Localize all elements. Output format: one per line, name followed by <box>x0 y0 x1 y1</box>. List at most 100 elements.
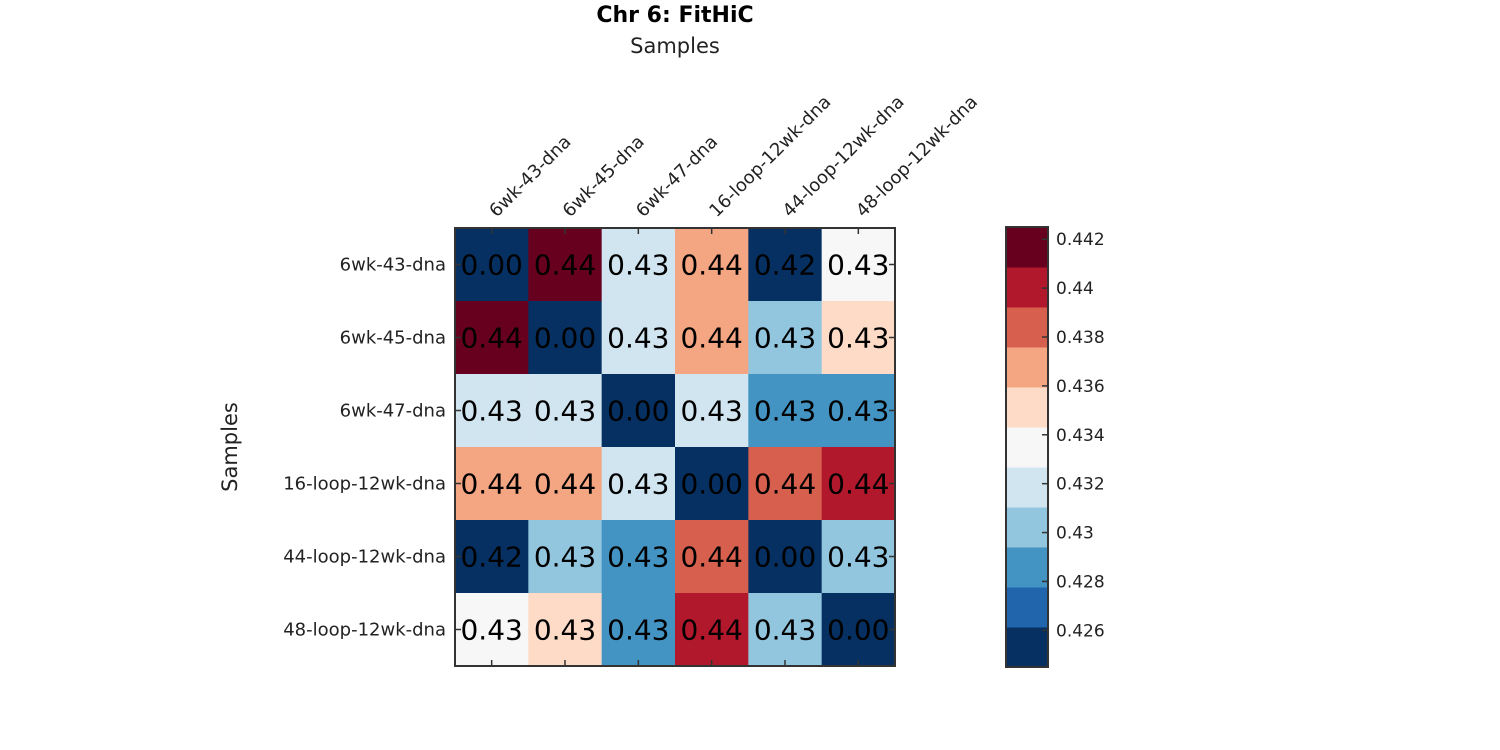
heatmap-cell <box>748 374 823 448</box>
cell-value-label: 0.44 <box>680 322 742 355</box>
heatmap-cell <box>675 520 749 594</box>
cell-value-label: 0.42 <box>460 541 522 574</box>
y-tick-label: 16-loop-12wk-dna <box>283 474 446 495</box>
colorbar-tick-label: 0.43 <box>1056 524 1094 544</box>
heatmap-cell <box>821 228 896 302</box>
colorbar-tick-label: 0.442 <box>1056 230 1105 250</box>
heatmap-cell <box>528 447 603 521</box>
cell-value-label: 0.00 <box>827 614 889 647</box>
heatmap-cell <box>528 228 603 302</box>
colorbar-segment <box>1006 427 1048 468</box>
colorbar-tick-label: 0.434 <box>1056 426 1105 446</box>
y-tick-label: 44-loop-12wk-dna <box>283 547 446 568</box>
cell-value-label: 0.44 <box>680 249 742 282</box>
colorbar-segment <box>1006 507 1048 548</box>
cell-value-label: 0.00 <box>754 541 816 574</box>
heatmap-cell <box>601 593 676 667</box>
chart-title: Chr 6: FitHiC <box>596 3 753 28</box>
x-tick-label: 44-loop-12wk-dna <box>779 92 909 222</box>
colorbar-tick-label: 0.432 <box>1056 475 1105 495</box>
x-axis-label: Samples <box>630 34 720 58</box>
colorbar: 0.426 0.428 0.43 0.432 0.434 0.436 0.438 0.44 0.… <box>1005 226 1105 668</box>
cell-value-label: 0.42 <box>754 249 816 282</box>
heatmap-cell <box>455 520 529 594</box>
heatmap-cell <box>601 374 676 448</box>
colorbar-segment <box>1006 627 1048 668</box>
heatmap-cell <box>528 593 603 667</box>
cell-value-label: 0.43 <box>754 322 816 355</box>
cell-value-label: 0.44 <box>754 468 816 501</box>
cell-value-label: 0.44 <box>827 468 889 501</box>
heatmap-cell <box>675 447 749 521</box>
cell-value-label: 0.43 <box>534 541 596 574</box>
colorbar-tick-label: 0.428 <box>1056 572 1105 592</box>
colorbar-segment <box>1006 547 1048 588</box>
cell-value-label: 0.43 <box>534 395 596 428</box>
heatmap-cell <box>455 593 529 667</box>
heatmap-cells: 0.00 0.44 0.43 0.44 0.42 0.43 0.44 0.00 0.43 0.44… <box>455 228 896 667</box>
cell-value-label: 0.44 <box>534 249 596 282</box>
heatmap-cell <box>455 447 529 521</box>
cell-value-label: 0.43 <box>754 395 816 428</box>
heatmap-cell <box>821 593 896 667</box>
cell-value-label: 0.44 <box>680 541 742 574</box>
heatmap-cell <box>675 301 749 375</box>
heatmap-cell <box>748 520 823 594</box>
cell-value-label: 0.43 <box>607 541 669 574</box>
heatmap-cell <box>601 520 676 594</box>
cell-value-label: 0.43 <box>460 395 522 428</box>
y-tick-labels: 6wk-43-dna 6wk-45-dna 6wk-47-dna 16-loop-12… <box>283 255 446 641</box>
cell-value-label: 0.43 <box>607 468 669 501</box>
heatmap-cell <box>748 301 823 375</box>
x-tick-label: 16-loop-12wk-dna <box>705 92 835 222</box>
colorbar-segment <box>1006 267 1048 308</box>
cell-value-label: 0.44 <box>460 468 522 501</box>
heatmap-cell <box>455 301 529 375</box>
cell-value-label: 0.43 <box>460 614 522 647</box>
y-tick-label: 6wk-45-dna <box>340 328 446 349</box>
cell-value-label: 0.43 <box>827 541 889 574</box>
heatmap-cell <box>821 447 896 521</box>
colorbar-segment <box>1006 387 1048 428</box>
colorbar-tick-label: 0.438 <box>1056 328 1105 348</box>
heatmap-cell <box>601 447 676 521</box>
heatmap-cell <box>528 301 603 375</box>
cell-value-label: 0.43 <box>827 322 889 355</box>
cell-value-label: 0.00 <box>534 322 596 355</box>
heatmap-cell <box>455 228 529 302</box>
cell-value-label: 0.00 <box>607 395 669 428</box>
heatmap-cell <box>675 228 749 302</box>
cell-value-label: 0.43 <box>827 395 889 428</box>
cell-value-label: 0.43 <box>534 614 596 647</box>
cell-value-label: 0.43 <box>680 395 742 428</box>
heatmap-cell <box>748 447 823 521</box>
cell-value-label: 0.43 <box>754 614 816 647</box>
heatmap-cell <box>821 374 896 448</box>
cell-value-label: 0.43 <box>607 614 669 647</box>
colorbar-segment <box>1006 467 1048 508</box>
colorbar-tick-label: 0.44 <box>1056 279 1094 299</box>
cell-value-label: 0.44 <box>534 468 596 501</box>
cell-value-label: 0.43 <box>607 322 669 355</box>
colorbar-segment <box>1006 307 1048 348</box>
heatmap-cell <box>821 301 896 375</box>
heatmap-cell <box>528 374 603 448</box>
heatmap-cell <box>675 374 749 448</box>
colorbar-segment <box>1006 347 1048 388</box>
cell-value-label: 0.43 <box>607 249 669 282</box>
heatmap-cell <box>455 374 529 448</box>
cell-value-label: 0.43 <box>827 249 889 282</box>
cell-value-label: 0.44 <box>460 322 522 355</box>
cell-value-label: 0.00 <box>460 249 522 282</box>
heatmap-cell <box>821 520 896 594</box>
colorbar-tick-label: 0.436 <box>1056 377 1105 397</box>
heatmap-cell <box>748 593 823 667</box>
colorbar-segment <box>1006 587 1048 628</box>
heatmap-cell <box>748 228 823 302</box>
heatmap-cell <box>675 593 749 667</box>
plot-frame <box>454 227 896 667</box>
colorbar-frame <box>1005 226 1049 668</box>
heatmap-cell <box>601 228 676 302</box>
heatmap-cell <box>528 520 603 594</box>
